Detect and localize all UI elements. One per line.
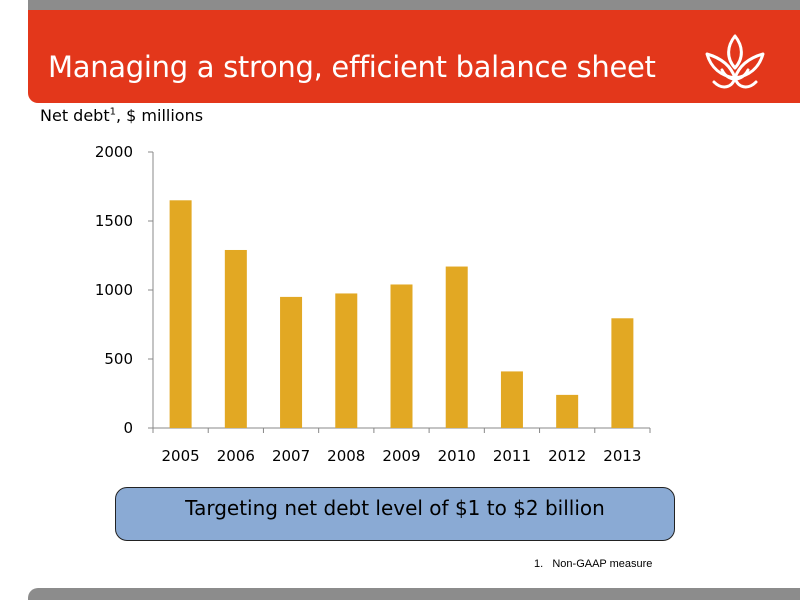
x-tick-label: 2010	[438, 447, 476, 465]
footnote-ref: 1	[109, 106, 116, 118]
top-strip	[28, 0, 800, 10]
bar-2006	[224, 249, 247, 428]
title-banner: Managing a strong, efficient balance she…	[28, 10, 800, 103]
x-tick-label: 2012	[548, 447, 586, 465]
bar-2009	[390, 284, 413, 428]
x-tick-label: 2007	[272, 447, 310, 465]
callout-text: Targeting net debt level of $1 to $2 bil…	[185, 496, 605, 520]
footnote-number: 1.	[534, 558, 544, 570]
bar-2008	[335, 293, 358, 428]
x-tick-label: 2013	[603, 447, 641, 465]
bar-2011	[500, 371, 523, 428]
target-callout: Targeting net debt level of $1 to $2 bil…	[115, 487, 675, 541]
y-tick-label: 500	[104, 350, 133, 368]
chart-subtitle: Net debt1, $ millions	[40, 106, 203, 125]
footnote-text: Non-GAAP measure	[552, 558, 653, 570]
bar-2012	[556, 394, 579, 428]
page-title: Managing a strong, efficient balance she…	[48, 50, 656, 84]
y-tick-label: 0	[123, 419, 133, 437]
y-tick-label: 1000	[95, 281, 133, 299]
footnote: 1. Non-GAAP measure	[534, 558, 652, 570]
x-tick-label: 2005	[162, 447, 200, 465]
x-tick-label: 2011	[493, 447, 531, 465]
subtitle-main: Net debt	[40, 106, 110, 125]
bottom-strip	[28, 588, 800, 600]
bar-2007	[280, 296, 303, 428]
x-tick-label: 2006	[217, 447, 255, 465]
y-tick-label: 1500	[95, 212, 133, 230]
flame-lotus-logo-icon	[705, 34, 765, 89]
x-tick-label: 2008	[327, 447, 365, 465]
bar-2010	[445, 266, 468, 428]
bar-2013	[611, 318, 634, 428]
y-tick-label: 2000	[95, 143, 133, 161]
x-tick-label: 2009	[382, 447, 420, 465]
bar-2005	[169, 200, 192, 428]
subtitle-units: , $ millions	[115, 106, 204, 125]
